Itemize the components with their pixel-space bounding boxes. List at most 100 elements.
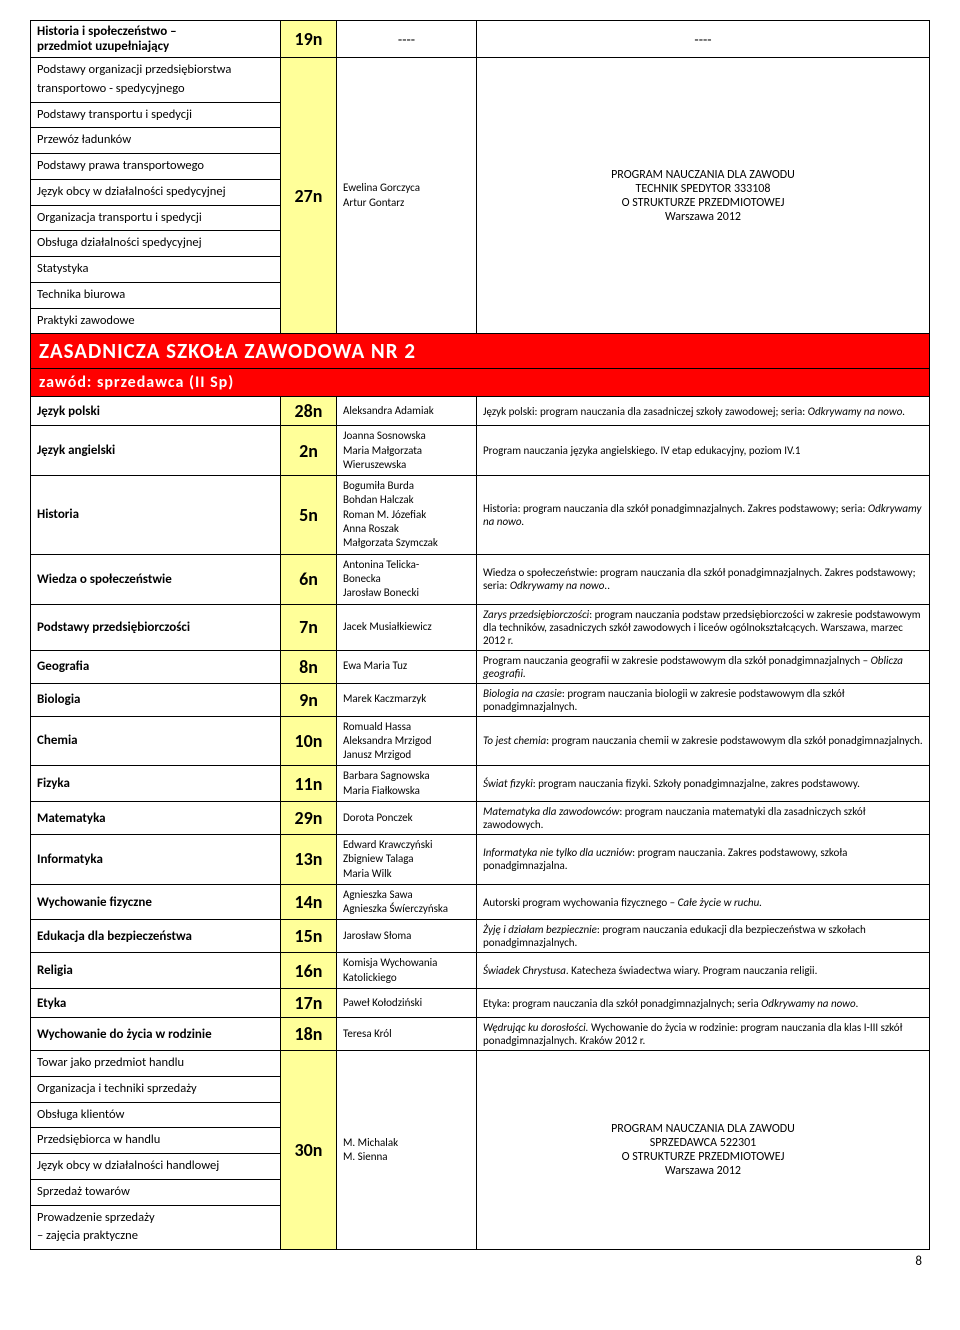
table-row: Towar jako przedmiot handlu 30n M. Micha…: [31, 1051, 930, 1077]
code-cell: 7n: [281, 604, 337, 650]
subject-cell: Podstawy przedsiębiorczości: [31, 604, 281, 650]
occupation-header-row: zawód: sprzedawca (II Sp): [31, 369, 930, 397]
author-cell: Barbara Sagnowska Maria Fiałkowska: [337, 766, 477, 802]
subject-cell: Informatyka: [31, 835, 281, 885]
subject-cell: Organizacja transportu i spedycji: [31, 205, 281, 231]
code-cell: 15n: [281, 920, 337, 953]
subject-cell: Podstawy prawa transportowego: [31, 154, 281, 180]
subject-cell: Język polski: [31, 397, 281, 426]
program-cell: Zarys przedsiębiorczości: program naucza…: [477, 604, 930, 650]
program-cell: Autorski program wychowania fizycznego –…: [477, 884, 930, 920]
author-cell: Ewa Maria Tuz: [337, 650, 477, 683]
subject-cell: Język obcy w działalności spedycyjnej: [31, 179, 281, 205]
subject-cell: Język angielski: [31, 426, 281, 476]
code-cell: 8n: [281, 650, 337, 683]
subject-cell: Religia: [31, 953, 281, 989]
subject-cell: Przedsiębiorca w handlu: [31, 1128, 281, 1154]
subject-cell: Organizacja i techniki sprzedaży: [31, 1076, 281, 1102]
table-row: Historia i społeczeństwo – przedmiot uzu…: [31, 21, 930, 58]
subject-cell: Obsługa działalności spedycyjnej: [31, 231, 281, 257]
program-cell: Historia: program nauczania dla szkół po…: [477, 476, 930, 554]
table-row: Matematyka29nDorota PonczekMatematyka dl…: [31, 802, 930, 835]
subject-cell: Matematyka: [31, 802, 281, 835]
author-cell: M. Michalak M. Sienna: [337, 1051, 477, 1250]
subject-cell: Wiedza o społeczeństwie: [31, 554, 281, 604]
code-cell: 10n: [281, 716, 337, 766]
code-cell: 5n: [281, 476, 337, 554]
code-cell: 2n: [281, 426, 337, 476]
table-row: Edukacja dla bezpieczeństwa15nJarosław S…: [31, 920, 930, 953]
subject-cell: Chemia: [31, 716, 281, 766]
author-cell: Joanna Sosnowska Maria Małgorzata Wierus…: [337, 426, 477, 476]
table-row: Język polski28nAleksandra AdamiakJęzyk p…: [31, 397, 930, 426]
program-cell: Informatyka nie tylko dla uczniów: progr…: [477, 835, 930, 885]
subject-cell: Biologia: [31, 683, 281, 716]
author-cell: Komisja Wychowania Katolickiego: [337, 953, 477, 989]
author-cell: Paweł Kołodziński: [337, 989, 477, 1018]
table-row: Informatyka13nEdward Krawczyński Zbignie…: [31, 835, 930, 885]
author-cell: Jarosław Słoma: [337, 920, 477, 953]
code-cell: 28n: [281, 397, 337, 426]
author-cell: Antonina Telicka- Bonecka Jarosław Bonec…: [337, 554, 477, 604]
code-cell: 27n: [281, 58, 337, 334]
subject-cell: Praktyki zawodowe: [31, 308, 281, 334]
table-row: Historia5nBogumiła Burda Bohdan Halczak …: [31, 476, 930, 554]
school-header-row: ZASADNICZA SZKOŁA ZAWODOWA NR 2: [31, 334, 930, 369]
occupation-header: zawód: sprzedawca (II Sp): [31, 369, 930, 397]
subject-cell: Wychowanie do życia w rodzinie: [31, 1018, 281, 1051]
subject-cell: Prowadzenie sprzedaży – zajęcia praktycz…: [31, 1205, 281, 1250]
subject-cell: Przewóz ładunków: [31, 128, 281, 154]
subject-cell: Towar jako przedmiot handlu: [31, 1051, 281, 1077]
subject-cell: Technika biurowa: [31, 282, 281, 308]
subject-cell: Podstawy transportu i spedycji: [31, 102, 281, 128]
subject-cell: Obsługa klientów: [31, 1102, 281, 1128]
code-cell: 6n: [281, 554, 337, 604]
subject-cell: Geografia: [31, 650, 281, 683]
code-cell: 9n: [281, 683, 337, 716]
table-row: Biologia9nMarek KaczmarzykBiologia na cz…: [31, 683, 930, 716]
program-cell: PROGRAM NAUCZANIA DLA ZAWODU TECHNIK SPE…: [477, 58, 930, 334]
subject-cell: Statystyka: [31, 257, 281, 283]
subject-cell: Wychowanie fizyczne: [31, 884, 281, 920]
program-cell: Wiedza o społeczeństwie: program nauczan…: [477, 554, 930, 604]
subject-cell: Historia: [31, 476, 281, 554]
code-cell: 17n: [281, 989, 337, 1018]
author-cell: Romuald Hassa Aleksandra Mrzigod Janusz …: [337, 716, 477, 766]
author-cell: ----: [337, 21, 477, 58]
author-cell: Marek Kaczmarzyk: [337, 683, 477, 716]
table-row: Wychowanie do życia w rodzinie18nTeresa …: [31, 1018, 930, 1051]
code-cell: 30n: [281, 1051, 337, 1250]
subject-cell: Etyka: [31, 989, 281, 1018]
program-cell: Żyję i działam bezpiecznie: program nauc…: [477, 920, 930, 953]
table-row: Fizyka11nBarbara Sagnowska Maria Fiałkow…: [31, 766, 930, 802]
subject-cell: Edukacja dla bezpieczeństwa: [31, 920, 281, 953]
school-header: ZASADNICZA SZKOŁA ZAWODOWA NR 2: [31, 334, 930, 369]
subject-cell: Historia i społeczeństwo – przedmiot uzu…: [31, 21, 281, 58]
program-cell: Świat fizyki: program nauczania fizyki. …: [477, 766, 930, 802]
subject-cell: Fizyka: [31, 766, 281, 802]
author-cell: Jacek Musiałkiewicz: [337, 604, 477, 650]
subject-cell: Podstawy organizacji przedsiębiorstwa tr…: [31, 58, 281, 103]
program-cell: Matematyka dla zawodowców: program naucz…: [477, 802, 930, 835]
code-cell: 18n: [281, 1018, 337, 1051]
page-number: 8: [30, 1254, 930, 1269]
program-cell: Świadek Chrystusa. Katecheza świadectwa …: [477, 953, 930, 989]
program-cell: Program nauczania języka angielskiego. I…: [477, 426, 930, 476]
table-row: Etyka17nPaweł KołodzińskiEtyka: program …: [31, 989, 930, 1018]
program-cell: Program nauczania geografii w zakresie p…: [477, 650, 930, 683]
table-row: Religia16nKomisja Wychowania Katolickieg…: [31, 953, 930, 989]
code-cell: 29n: [281, 802, 337, 835]
curriculum-table: Historia i społeczeństwo – przedmiot uzu…: [30, 20, 930, 1250]
subject-cell: Sprzedaż towarów: [31, 1179, 281, 1205]
program-cell: PROGRAM NAUCZANIA DLA ZAWODU SPRZEDAWCA …: [477, 1051, 930, 1250]
subject-cell: Język obcy w działalności handlowej: [31, 1154, 281, 1180]
author-cell: Aleksandra Adamiak: [337, 397, 477, 426]
program-cell: Biologia na czasie: program nauczania bi…: [477, 683, 930, 716]
code-cell: 16n: [281, 953, 337, 989]
table-row: Wychowanie fizyczne14nAgnieszka Sawa Agn…: [31, 884, 930, 920]
author-cell: Edward Krawczyński Zbigniew Talaga Maria…: [337, 835, 477, 885]
program-cell: ----: [477, 21, 930, 58]
table-row: Wiedza o społeczeństwie6nAntonina Telick…: [31, 554, 930, 604]
program-cell: Etyka: program nauczania dla szkół ponad…: [477, 989, 930, 1018]
program-cell: To jest chemia: program nauczania chemii…: [477, 716, 930, 766]
